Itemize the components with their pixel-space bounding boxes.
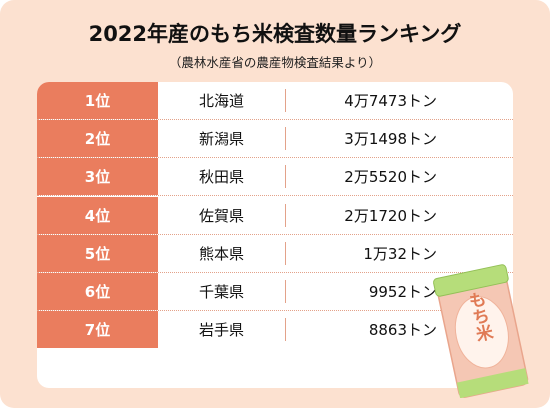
quantity-cell: 8863トン [368,321,437,340]
rank-cell: 7位 [37,311,158,349]
rank-cell: 2位 [37,120,158,158]
table-row: 6位 千葉県 9952トン [37,273,513,311]
rank-cell: 3位 [37,158,158,196]
bag-top-band [433,264,509,297]
table-row: 7位 岩手県 8863トン [37,311,513,349]
quantity-cell: 2万5520トン [344,168,437,187]
prefecture-cell: 熊本県 [198,244,244,263]
table-row: 4位 佐賀県 2万1720トン [37,196,513,235]
quantity-cell: 1万32トン [363,244,437,263]
rank-cell: 5位 [37,234,158,272]
column-divider [285,127,286,151]
prefecture-cell: 秋田県 [198,168,244,187]
chart-title: 2022年産のもち米検査数量ランキング [88,22,462,46]
chart-subtitle: （農林水産省の農産物検査結果より） [168,55,382,70]
prefecture-cell: 新潟県 [198,130,244,149]
ranking-table: 1位 北海道 4万7473トン 2位 新潟県 3万1498トン 3位 秋田県 2万5520トン 4… [37,82,513,388]
table-row: 2位 新潟県 3万1498トン [37,120,513,159]
prefecture-cell: 岩手県 [198,321,244,340]
quantity-cell: 4万7473トン [344,92,437,110]
column-divider [285,280,286,303]
rank-cell: 6位 [37,273,158,310]
quantity-cell: 9952トン [368,283,437,301]
quantity-cell: 2万1720トン [344,206,437,225]
column-divider [285,203,286,227]
table-row: 1位 北海道 4万7473トン [37,82,513,120]
bag-label-oval [454,296,509,369]
column-divider [285,241,286,265]
bag-bottom-band [456,368,529,398]
rank-cell: 4位 [37,196,158,234]
prefecture-cell: 千葉県 [198,283,244,301]
column-divider [285,89,286,112]
prefecture-cell: 佐賀県 [198,206,244,225]
quantity-cell: 3万1498トン [344,130,437,149]
rank-cell: 1位 [37,82,158,119]
table-row: 5位 熊本県 1万32トン [37,234,513,273]
table-row: 3位 秋田県 2万5520トン [37,158,513,197]
prefecture-cell: 北海道 [198,92,244,110]
mochigome-bag-illustration: もち米 [433,264,529,398]
column-divider [285,318,286,342]
column-divider [285,165,286,189]
